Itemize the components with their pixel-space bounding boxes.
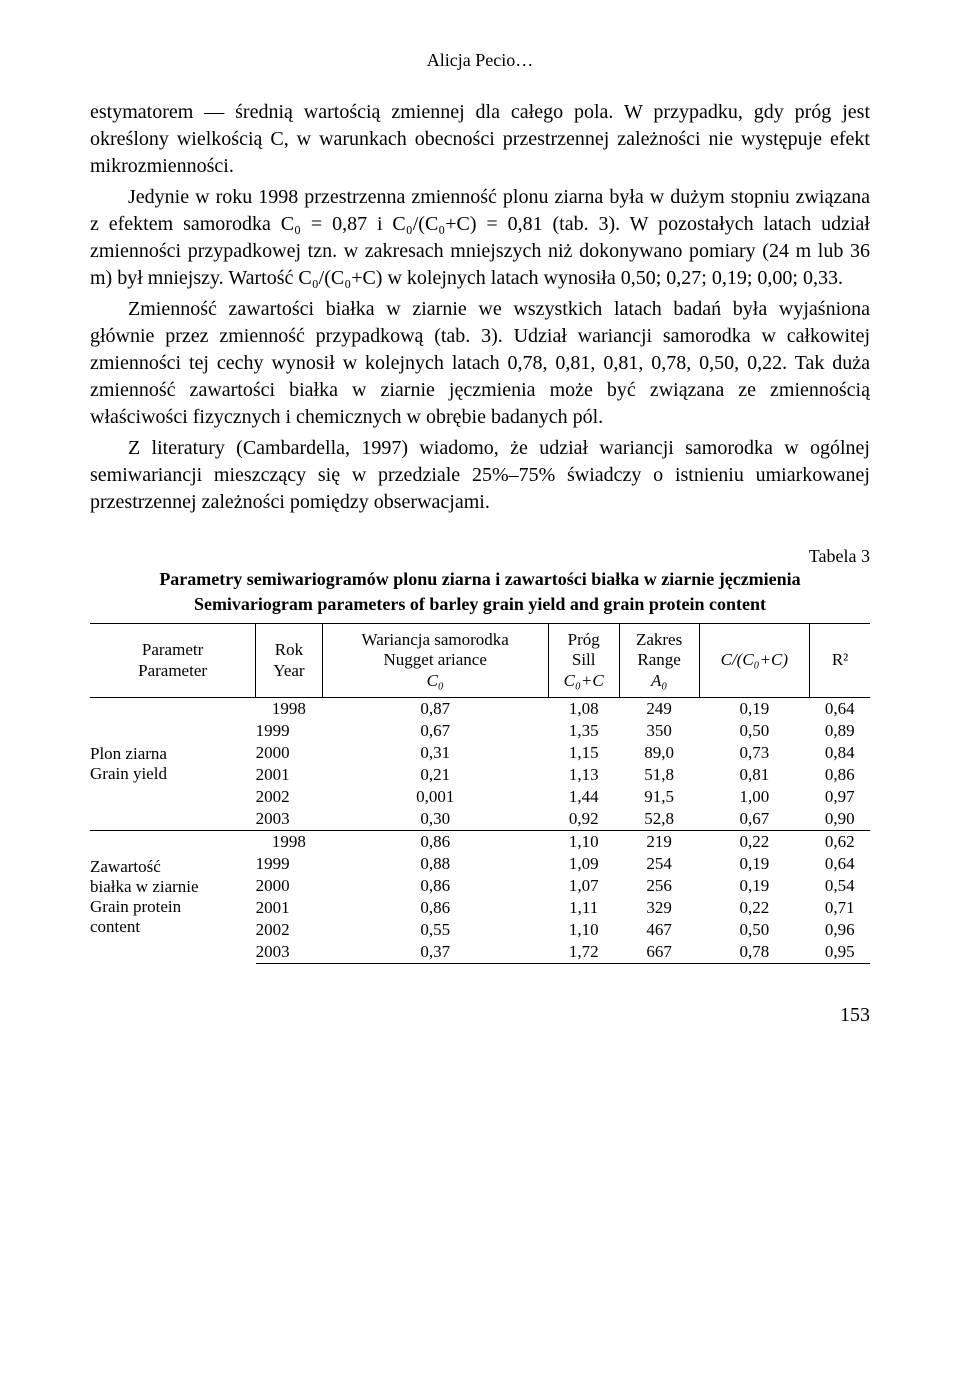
cell-range: 89,0 [619, 742, 699, 764]
col-nugget: Wariancja samorodka Nugget ariance C₀ [322, 624, 548, 698]
parameter-cell: Zawartośćbiałka w ziarnieGrain proteinco… [90, 831, 256, 964]
cell-sill: 1,07 [548, 875, 619, 897]
cell-year: 1999 [256, 853, 323, 875]
cell-r2: 0,54 [810, 875, 870, 897]
table-title-en: Semivariogram parameters of barley grain… [90, 594, 870, 615]
cell-r2: 0,89 [810, 720, 870, 742]
cell-year: 2003 [256, 941, 323, 964]
col-sill: Próg Sill C₀+C [548, 624, 619, 698]
cell-c0: 0,87 [322, 698, 548, 721]
cell-sill: 1,11 [548, 897, 619, 919]
cell-sill: 1,09 [548, 853, 619, 875]
cell-year: 2001 [256, 764, 323, 786]
cell-sill: 1,44 [548, 786, 619, 808]
cell-r2: 0,71 [810, 897, 870, 919]
cell-ratio: 0,22 [699, 897, 810, 919]
parameter-cell: Plon ziarnaGrain yield [90, 698, 256, 831]
cell-sill: 1,72 [548, 941, 619, 964]
cell-c0: 0,21 [322, 764, 548, 786]
paragraph: Jedynie w roku 1998 przestrzenna zmienno… [90, 184, 870, 292]
cell-r2: 0,64 [810, 698, 870, 721]
cell-r2: 0,62 [810, 831, 870, 854]
cell-r2: 0,96 [810, 919, 870, 941]
cell-sill: 1,08 [548, 698, 619, 721]
paragraph: Zmienność zawartości białka w ziarnie we… [90, 296, 870, 431]
col-r2: R² [810, 624, 870, 698]
cell-sill: 1,10 [548, 919, 619, 941]
cell-range: 254 [619, 853, 699, 875]
cell-ratio: 0,67 [699, 808, 810, 831]
cell-c0: 0,55 [322, 919, 548, 941]
semivariogram-table: Parametr Parameter Rok Year Wariancja sa… [90, 623, 870, 964]
cell-ratio: 0,19 [699, 853, 810, 875]
cell-range: 667 [619, 941, 699, 964]
cell-year: 1998 [256, 698, 323, 721]
cell-c0: 0,86 [322, 875, 548, 897]
col-parameter: Parametr Parameter [90, 624, 256, 698]
cell-r2: 0,86 [810, 764, 870, 786]
cell-ratio: 0,50 [699, 720, 810, 742]
cell-ratio: 0,73 [699, 742, 810, 764]
body-text: estymatorem — średnią wartością zmiennej… [90, 99, 870, 516]
cell-ratio: 0,50 [699, 919, 810, 941]
cell-c0: 0,67 [322, 720, 548, 742]
cell-year: 2000 [256, 742, 323, 764]
col-year: Rok Year [256, 624, 323, 698]
cell-year: 1999 [256, 720, 323, 742]
cell-sill: 1,35 [548, 720, 619, 742]
cell-range: 329 [619, 897, 699, 919]
col-range: Zakres Range A₀ [619, 624, 699, 698]
table-title-pl: Parametry semiwariogramów plonu ziarna i… [90, 569, 870, 590]
cell-c0: 0,88 [322, 853, 548, 875]
cell-year: 2002 [256, 786, 323, 808]
paragraph: Z literatury (Cambardella, 1997) wiadomo… [90, 435, 870, 516]
page-header: Alicja Pecio… [90, 50, 870, 71]
cell-r2: 0,64 [810, 853, 870, 875]
cell-ratio: 0,81 [699, 764, 810, 786]
cell-ratio: 0,78 [699, 941, 810, 964]
cell-sill: 1,15 [548, 742, 619, 764]
page-number: 153 [90, 1004, 870, 1027]
cell-range: 467 [619, 919, 699, 941]
cell-range: 219 [619, 831, 699, 854]
table-row: Plon ziarnaGrain yield19980,871,082490,1… [90, 698, 870, 721]
cell-sill: 0,92 [548, 808, 619, 831]
cell-year: 2002 [256, 919, 323, 941]
cell-c0: 0,86 [322, 831, 548, 854]
cell-ratio: 1,00 [699, 786, 810, 808]
cell-c0: 0,30 [322, 808, 548, 831]
cell-r2: 0,97 [810, 786, 870, 808]
table-label: Tabela 3 [90, 546, 870, 567]
cell-sill: 1,13 [548, 764, 619, 786]
cell-c0: 0,86 [322, 897, 548, 919]
cell-year: 2003 [256, 808, 323, 831]
cell-ratio: 0,22 [699, 831, 810, 854]
cell-range: 350 [619, 720, 699, 742]
cell-range: 91,5 [619, 786, 699, 808]
col-ratio: C/(C₀+C) [699, 624, 810, 698]
cell-year: 1998 [256, 831, 323, 854]
cell-range: 51,8 [619, 764, 699, 786]
paragraph: estymatorem — średnią wartością zmiennej… [90, 99, 870, 180]
cell-r2: 0,90 [810, 808, 870, 831]
cell-c0: 0,001 [322, 786, 548, 808]
cell-c0: 0,31 [322, 742, 548, 764]
table-row: Zawartośćbiałka w ziarnieGrain proteinco… [90, 831, 870, 854]
cell-ratio: 0,19 [699, 698, 810, 721]
cell-c0: 0,37 [322, 941, 548, 964]
cell-r2: 0,95 [810, 941, 870, 964]
cell-range: 249 [619, 698, 699, 721]
cell-range: 52,8 [619, 808, 699, 831]
cell-range: 256 [619, 875, 699, 897]
cell-r2: 0,84 [810, 742, 870, 764]
cell-ratio: 0,19 [699, 875, 810, 897]
cell-sill: 1,10 [548, 831, 619, 854]
cell-year: 2000 [256, 875, 323, 897]
cell-year: 2001 [256, 897, 323, 919]
